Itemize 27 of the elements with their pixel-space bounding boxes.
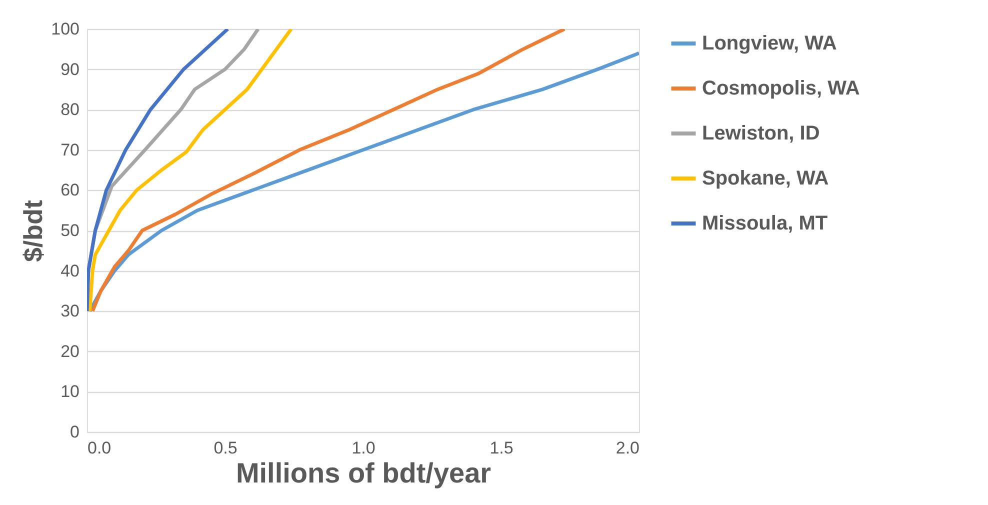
x-axis-title: Millions of bdt/year (236, 458, 492, 488)
legend-label: Spokane, WA (702, 168, 829, 190)
x-tick-label: 1.5 (490, 438, 514, 458)
legend-label: Longview, WA (702, 32, 837, 54)
x-tick-label: 2.0 (616, 438, 640, 458)
line-series (87, 29, 230, 313)
y-axis-title: $/bdt (18, 200, 48, 262)
y-tick-label: 50 (60, 221, 80, 240)
legend-label: Cosmopolis, WA (702, 78, 860, 100)
line-series (90, 29, 566, 313)
legend-label: Lewiston, ID (702, 122, 820, 144)
x-tick-label: 0.0 (88, 438, 112, 458)
y-tick-label: 10 (60, 382, 80, 402)
y-tick-label: 20 (60, 342, 80, 361)
y-tick-label: 90 (60, 60, 80, 79)
y-tick-label: 100 (51, 20, 80, 38)
y-tick-label: 40 (60, 261, 80, 280)
legend-label: Missoula, MT (702, 212, 828, 234)
y-tick-label: 60 (60, 180, 80, 200)
y-tick-label: 30 (60, 302, 80, 321)
x-tick-label: 0.5 (214, 438, 238, 458)
x-tick-label: 1.0 (352, 438, 376, 458)
line-series (88, 29, 293, 313)
y-tick-label: 0 (70, 422, 80, 442)
line-series (88, 51, 639, 313)
y-tick-label: 80 (60, 100, 80, 120)
y-tick-label: 70 (60, 140, 80, 160)
